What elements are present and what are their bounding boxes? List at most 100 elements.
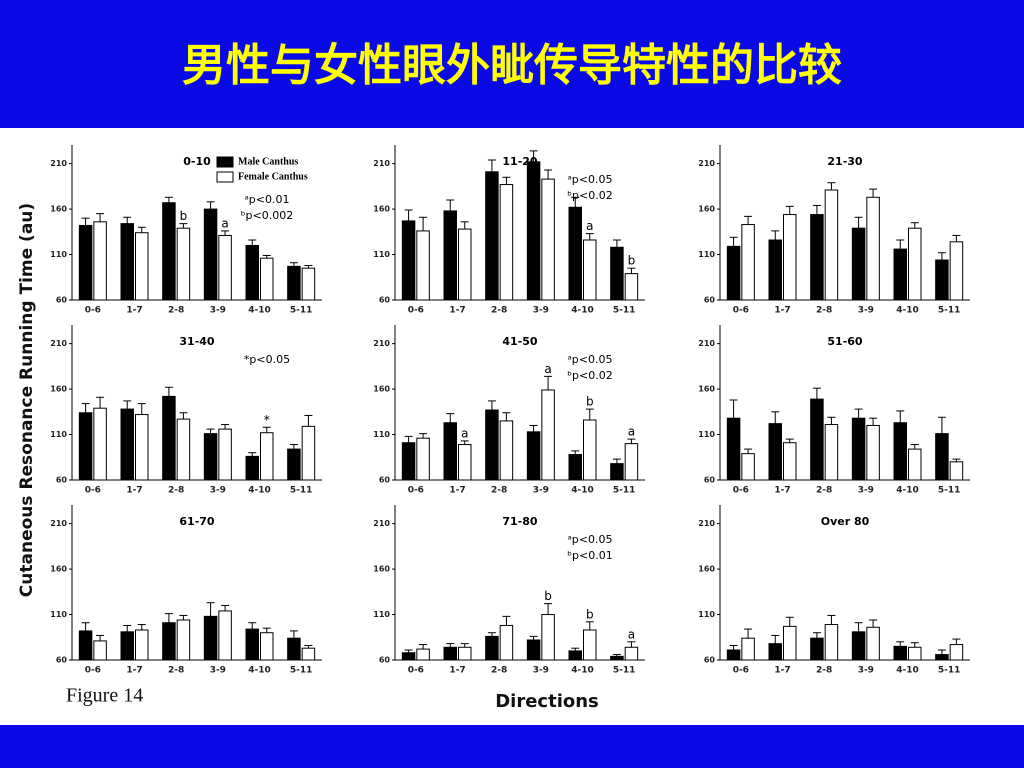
y-tick-label: 60 <box>379 476 391 485</box>
bar <box>851 631 866 661</box>
bar <box>810 637 824 661</box>
bar <box>526 161 541 301</box>
bar <box>726 245 741 301</box>
y-tick-label: 110 <box>698 250 715 259</box>
x-tick-label: 5-11 <box>938 486 961 496</box>
bar <box>120 408 134 481</box>
bar <box>287 637 301 661</box>
x-tick-label: 2-8 <box>168 666 184 676</box>
bar <box>949 241 964 301</box>
x-tick-label: 2-8 <box>491 666 507 676</box>
bar <box>416 437 430 481</box>
x-tick-label: 5-11 <box>613 666 636 676</box>
x-tick-label: 1-7 <box>774 306 790 316</box>
bar <box>810 398 824 481</box>
bar <box>135 414 149 481</box>
bar <box>458 646 472 661</box>
bar <box>610 463 624 481</box>
bar <box>610 655 624 661</box>
y-tick-label: 210 <box>50 339 67 348</box>
panel-title: 21-30 <box>827 155 863 168</box>
bar <box>624 443 639 481</box>
p-value-note: *p<0.05 <box>244 353 290 366</box>
bar <box>610 246 624 301</box>
bar <box>568 650 582 661</box>
significance-label: a <box>628 425 635 439</box>
y-tick-label: 160 <box>373 565 390 574</box>
panel-title: Over 80 <box>821 515 870 528</box>
x-tick-label: 0-6 <box>733 306 749 316</box>
bar <box>851 227 866 301</box>
x-tick-label: 3-9 <box>533 306 549 316</box>
y-tick-label: 160 <box>698 205 715 214</box>
bar <box>443 646 457 661</box>
y-tick-label: 210 <box>373 159 390 168</box>
bar <box>162 202 176 301</box>
x-tick-label: 3-9 <box>210 666 226 676</box>
bar <box>416 230 430 301</box>
bar <box>866 626 880 661</box>
bar <box>120 631 134 661</box>
bar <box>541 614 555 661</box>
bar <box>935 433 949 481</box>
panel-title: 51-60 <box>827 335 863 348</box>
x-tick-label: 5-11 <box>290 666 313 676</box>
y-tick-label: 110 <box>50 250 67 259</box>
p-value-note: ᵃp<0.01 <box>245 193 290 206</box>
bar <box>541 389 555 481</box>
bar <box>908 646 922 661</box>
y-tick-label: 110 <box>698 610 715 619</box>
bar <box>726 649 741 661</box>
bar <box>93 640 107 661</box>
y-tick-label: 160 <box>373 205 390 214</box>
bar <box>443 422 457 481</box>
bar <box>908 448 922 481</box>
bar <box>935 259 949 301</box>
significance-label: b <box>628 254 636 268</box>
y-tick-label: 210 <box>373 339 390 348</box>
x-tick-label: 3-9 <box>858 666 874 676</box>
bar <box>401 442 416 481</box>
figure-caption: Figure 14 <box>66 685 143 707</box>
panel-title: 41-50 <box>502 335 538 348</box>
bar <box>78 630 93 661</box>
x-tick-label: 2-8 <box>491 486 507 496</box>
bar <box>949 644 964 661</box>
bar <box>120 223 134 301</box>
x-tick-label: 1-7 <box>126 666 142 676</box>
y-axis-label: Cutaneous Resonance Running Time (au) <box>17 203 37 597</box>
bar <box>499 624 514 661</box>
bar <box>93 221 107 301</box>
x-tick-label: 0-6 <box>408 306 424 316</box>
x-tick-label: 3-9 <box>533 666 549 676</box>
bar <box>935 654 949 661</box>
y-tick-label: 210 <box>50 159 67 168</box>
bar <box>741 453 755 481</box>
p-value-note: ᵃp<0.05 <box>568 173 613 186</box>
x-tick-label: 3-9 <box>210 306 226 316</box>
bar <box>218 234 232 301</box>
x-tick-label: 0-6 <box>408 486 424 496</box>
bar <box>893 422 907 481</box>
y-tick-label: 60 <box>379 656 391 665</box>
x-tick-label: 1-7 <box>126 486 142 496</box>
significance-label: a <box>544 362 551 376</box>
x-tick-label: 5-11 <box>290 306 313 316</box>
p-value-note: ᵇp<0.01 <box>567 549 612 562</box>
bar <box>245 455 259 481</box>
bar <box>78 224 93 301</box>
bar <box>526 639 541 661</box>
y-tick-label: 60 <box>704 476 716 485</box>
x-tick-label: 5-11 <box>613 306 636 316</box>
bar <box>245 244 259 301</box>
bar <box>416 648 430 661</box>
y-tick-label: 160 <box>50 205 67 214</box>
bar <box>624 646 639 661</box>
bar <box>541 178 555 301</box>
bar <box>218 610 232 661</box>
x-tick-label: 5-11 <box>938 306 961 316</box>
bar <box>162 395 176 481</box>
x-tick-label: 1-7 <box>126 306 142 316</box>
y-tick-label: 60 <box>56 296 68 305</box>
y-tick-label: 160 <box>698 565 715 574</box>
